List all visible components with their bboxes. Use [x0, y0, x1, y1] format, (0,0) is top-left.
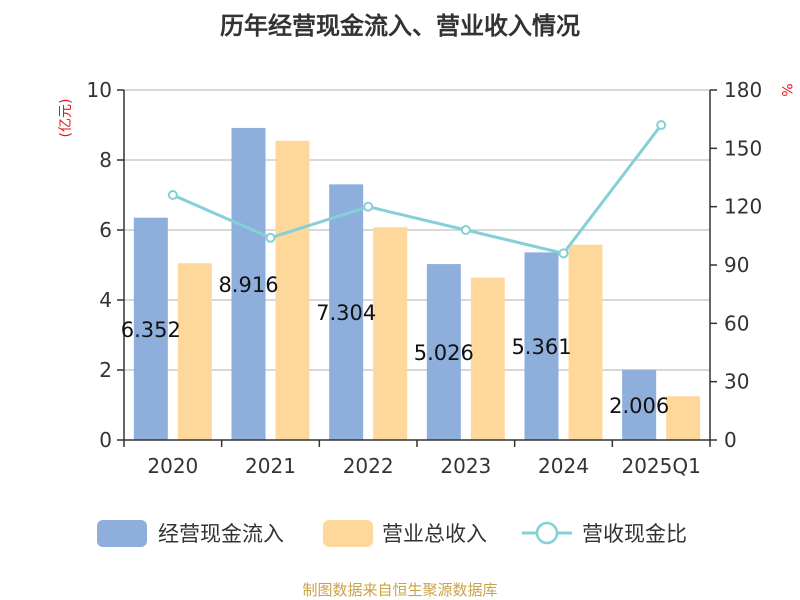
legend-marker — [535, 521, 559, 545]
bar-revenue — [666, 396, 701, 440]
data-label: 5.361 — [511, 335, 571, 359]
bar-cash-inflow — [133, 217, 168, 440]
source-note: 制图数据来自恒生聚源数据库 — [302, 581, 497, 599]
y-tick-label: 2 — [99, 358, 112, 382]
line-series — [167, 120, 667, 259]
x-tick-label: 2024 — [538, 454, 589, 478]
chart-title: 历年经营现金流入、营业收入情况 — [220, 12, 580, 40]
bar-revenue — [177, 263, 212, 440]
bar-revenue — [275, 140, 310, 440]
ratio-point — [363, 201, 374, 212]
legend-swatch — [97, 520, 147, 547]
y2-tick-label: 30 — [724, 370, 749, 394]
ratio-point — [167, 190, 178, 200]
x-tick-label: 2022 — [343, 454, 394, 478]
y2-tick-label: 120 — [724, 195, 762, 219]
bar-revenue — [470, 277, 505, 440]
data-label: 2.006 — [609, 394, 669, 418]
y2-axis-unit: % — [778, 83, 794, 96]
y-tick-label: 4 — [99, 288, 112, 312]
y2-tick-label: 0 — [724, 428, 737, 452]
y2-tick-label: 90 — [724, 253, 749, 277]
bars — [133, 127, 701, 440]
axes: 0 2 4 6 8 10 0 30 60 90 120 150 180 2020 2021 2022 2023 2… — [87, 78, 763, 478]
legend-label: 营业总收入 — [382, 522, 487, 546]
ratio-point — [558, 248, 569, 259]
ratio-point — [265, 232, 276, 243]
y2-tick-label: 60 — [724, 311, 749, 335]
bar-revenue — [568, 244, 603, 440]
y-tick-label: 0 — [99, 428, 112, 452]
legend-label: 经营现金流入 — [158, 522, 284, 546]
y2-tick-label: 180 — [724, 78, 762, 102]
legend-label: 营收现金比 — [582, 522, 687, 546]
legend-swatch — [323, 520, 373, 547]
bar-revenue — [373, 227, 408, 440]
data-label: 8.916 — [218, 273, 278, 297]
bar-cash-inflow — [231, 127, 266, 440]
y-tick-label: 8 — [99, 148, 112, 172]
data-label: 7.304 — [316, 301, 376, 325]
data-label: 6.352 — [121, 318, 181, 342]
x-tick-label: 2021 — [245, 454, 296, 478]
x-tick-label: 2020 — [147, 454, 198, 478]
y-axis-unit: (亿元) — [58, 99, 74, 138]
legend: 经营现金流入 营业总收入 营收现金比 — [97, 520, 687, 547]
bar-cash-inflow — [524, 252, 559, 440]
bar-cash-inflow — [622, 369, 657, 440]
x-tick-label: 2023 — [440, 454, 491, 478]
x-tick-label: 2025Q1 — [621, 454, 700, 478]
ratio-line — [172, 124, 663, 256]
gridlines — [124, 89, 710, 371]
y2-tick-label: 150 — [724, 136, 762, 160]
ratio-point — [460, 225, 471, 235]
data-label: 5.026 — [414, 341, 474, 365]
data-labels: 6.352 8.916 7.304 5.026 5.361 2.006 — [121, 273, 669, 418]
y-tick-label: 6 — [99, 218, 112, 242]
bar-cash-inflow — [329, 184, 364, 440]
ratio-point — [656, 120, 667, 130]
y-tick-label: 10 — [87, 78, 112, 102]
bar-cash-inflow — [426, 264, 461, 440]
